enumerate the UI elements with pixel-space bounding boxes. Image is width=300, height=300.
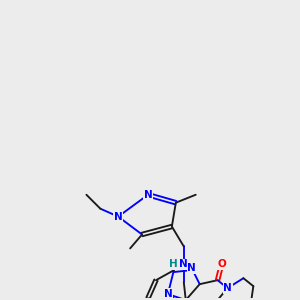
Text: H: H: [169, 259, 178, 269]
Text: N: N: [223, 283, 232, 293]
Text: O: O: [217, 259, 226, 269]
Text: N: N: [188, 263, 196, 273]
Text: N: N: [179, 259, 188, 269]
Text: N: N: [164, 289, 172, 299]
Text: N: N: [144, 190, 152, 200]
Text: N: N: [114, 212, 123, 222]
